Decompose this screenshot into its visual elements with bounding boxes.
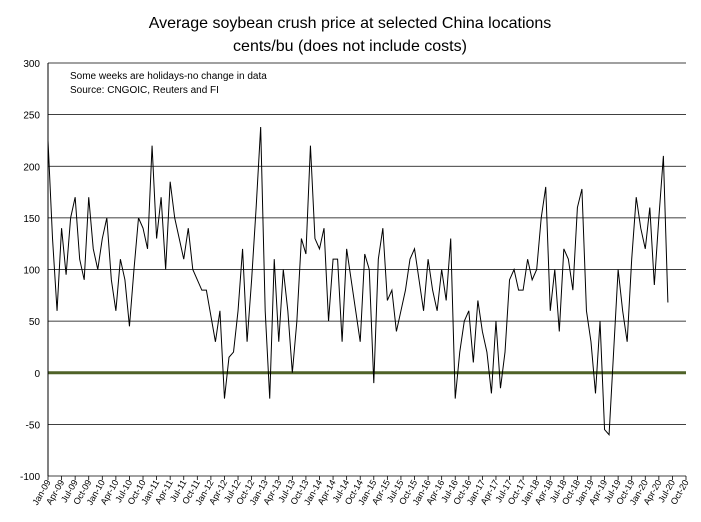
y-tick-label: 200: [23, 162, 40, 173]
y-tick-label: 100: [23, 266, 40, 277]
y-tick-label: 250: [23, 111, 40, 122]
y-tick-label: 150: [23, 214, 40, 225]
annotation: Some weeks are holidays-no change in dat…: [70, 71, 267, 82]
y-tick-label: -100: [20, 472, 40, 483]
series-line: [47, 126, 669, 436]
annotation: Source: CNGOIC, Reuters and FI: [70, 85, 219, 96]
chart-subtitle: cents/bu (does not include costs): [233, 38, 467, 55]
chart-title: Average soybean crush price at selected …: [149, 15, 552, 32]
y-tick-label: 0: [34, 369, 40, 380]
y-tick-label: -50: [26, 420, 41, 431]
y-tick-label: 50: [29, 317, 41, 328]
y-tick-label: 300: [23, 59, 40, 70]
